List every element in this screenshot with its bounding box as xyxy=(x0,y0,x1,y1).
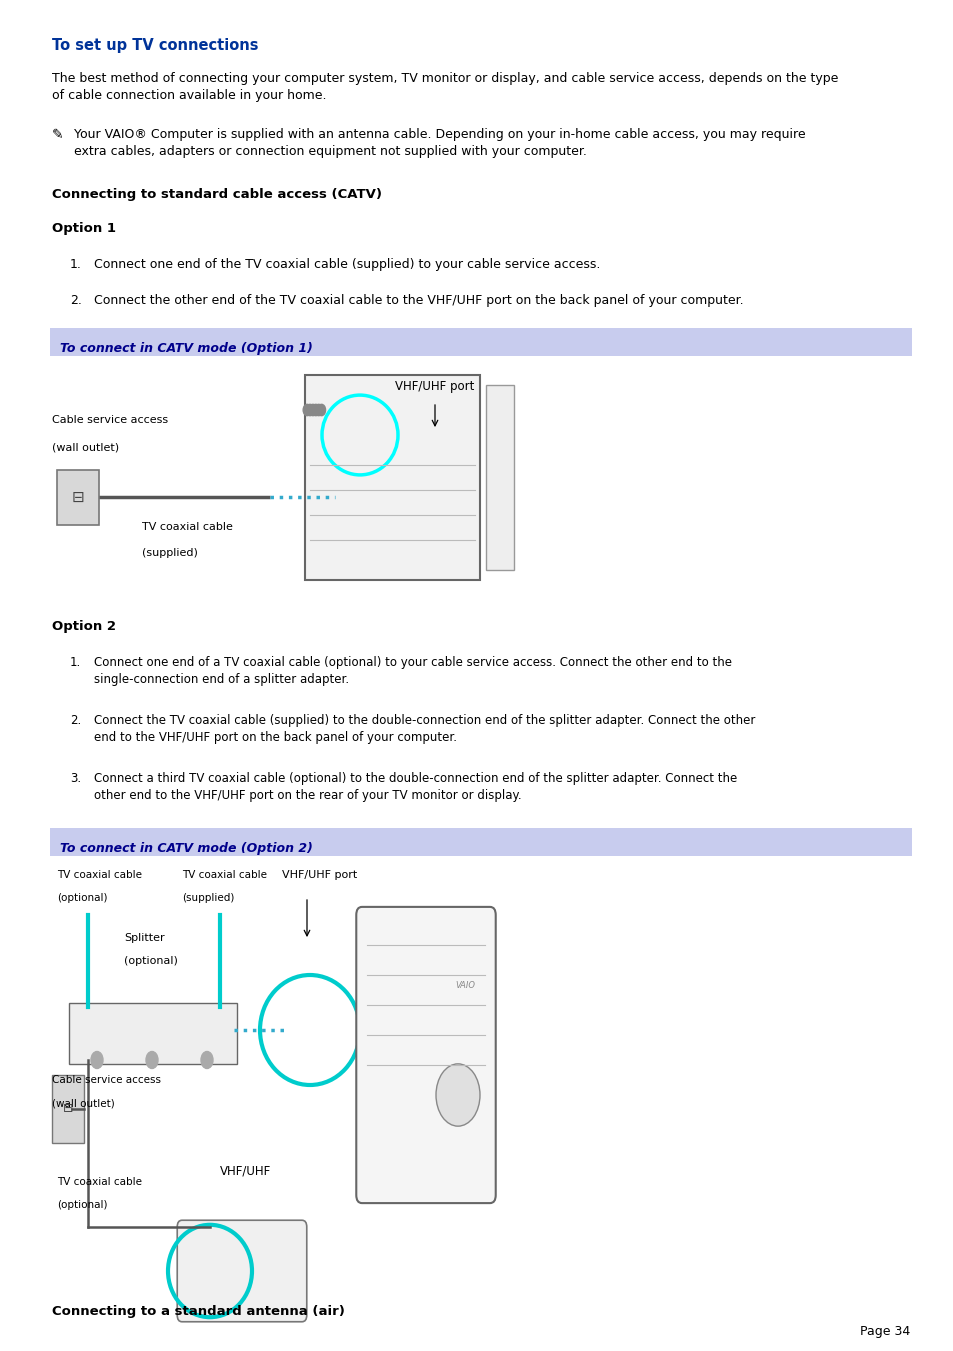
Text: 3.: 3. xyxy=(70,771,81,785)
Circle shape xyxy=(312,404,319,416)
Text: Connect a third TV coaxial cable (optional) to the double-connection end of the : Connect a third TV coaxial cable (option… xyxy=(94,771,737,802)
Text: (optional): (optional) xyxy=(57,893,108,902)
Text: 2.: 2. xyxy=(70,295,82,307)
Text: ✎: ✎ xyxy=(52,128,64,142)
FancyBboxPatch shape xyxy=(355,907,496,1204)
Text: Option 2: Option 2 xyxy=(52,620,116,634)
Text: (optional): (optional) xyxy=(57,1200,108,1210)
Circle shape xyxy=(201,1051,213,1069)
Text: Connecting to a standard antenna (air): Connecting to a standard antenna (air) xyxy=(52,1305,345,1319)
FancyBboxPatch shape xyxy=(305,376,479,580)
Text: VAIO: VAIO xyxy=(455,981,475,989)
Text: TV coaxial cable: TV coaxial cable xyxy=(57,870,142,880)
Text: VHF/UHF port: VHF/UHF port xyxy=(395,380,475,393)
FancyBboxPatch shape xyxy=(485,385,514,570)
Text: ⊟: ⊟ xyxy=(63,1102,73,1116)
Text: (wall outlet): (wall outlet) xyxy=(52,442,119,453)
FancyBboxPatch shape xyxy=(69,1002,236,1065)
FancyBboxPatch shape xyxy=(50,828,911,857)
Text: TV coaxial cable: TV coaxial cable xyxy=(142,521,233,532)
Text: TV coaxial cable: TV coaxial cable xyxy=(182,870,267,880)
Text: 1.: 1. xyxy=(70,657,81,669)
Circle shape xyxy=(91,1051,103,1069)
Circle shape xyxy=(146,1051,158,1069)
FancyBboxPatch shape xyxy=(52,1075,84,1143)
Circle shape xyxy=(314,404,322,416)
FancyBboxPatch shape xyxy=(177,1220,307,1321)
Text: Your VAIO® Computer is supplied with an antenna cable. Depending on your in-home: Your VAIO® Computer is supplied with an … xyxy=(74,128,804,158)
Text: (wall outlet): (wall outlet) xyxy=(52,1098,114,1108)
Text: To connect in CATV mode (Option 2): To connect in CATV mode (Option 2) xyxy=(60,842,313,855)
Text: (supplied): (supplied) xyxy=(142,549,197,558)
Text: VHF/UHF port: VHF/UHF port xyxy=(282,870,356,880)
Circle shape xyxy=(436,1063,479,1127)
Text: 2.: 2. xyxy=(70,713,81,727)
Text: 1.: 1. xyxy=(70,258,82,272)
Text: (supplied): (supplied) xyxy=(182,893,234,902)
Circle shape xyxy=(309,404,316,416)
Text: Connect the other end of the TV coaxial cable to the VHF/UHF port on the back pa: Connect the other end of the TV coaxial … xyxy=(94,295,742,307)
Text: Connect one end of a TV coaxial cable (optional) to your cable service access. C: Connect one end of a TV coaxial cable (o… xyxy=(94,657,731,686)
Text: VHF/UHF: VHF/UHF xyxy=(220,1165,271,1178)
Circle shape xyxy=(306,404,314,416)
FancyBboxPatch shape xyxy=(50,328,911,357)
Text: Connect the TV coaxial cable (supplied) to the double-connection end of the spli: Connect the TV coaxial cable (supplied) … xyxy=(94,713,755,744)
Text: Connect one end of the TV coaxial cable (supplied) to your cable service access.: Connect one end of the TV coaxial cable … xyxy=(94,258,599,272)
Text: The best method of connecting your computer system, TV monitor or display, and c: The best method of connecting your compu… xyxy=(52,72,838,101)
Text: (optional): (optional) xyxy=(124,957,177,966)
Text: To set up TV connections: To set up TV connections xyxy=(52,38,258,53)
Text: Cable service access: Cable service access xyxy=(52,415,168,426)
Text: Splitter: Splitter xyxy=(124,934,165,943)
FancyBboxPatch shape xyxy=(57,470,99,526)
Text: Page 34: Page 34 xyxy=(859,1325,909,1337)
Circle shape xyxy=(317,404,325,416)
Text: TV coaxial cable: TV coaxial cable xyxy=(57,1177,142,1188)
Text: To connect in CATV mode (Option 1): To connect in CATV mode (Option 1) xyxy=(60,342,313,355)
Text: Option 1: Option 1 xyxy=(52,222,116,235)
Text: Connecting to standard cable access (CATV): Connecting to standard cable access (CAT… xyxy=(52,188,381,201)
Text: Cable service access: Cable service access xyxy=(52,1075,161,1085)
Text: ⊟: ⊟ xyxy=(71,489,84,504)
Circle shape xyxy=(303,404,311,416)
